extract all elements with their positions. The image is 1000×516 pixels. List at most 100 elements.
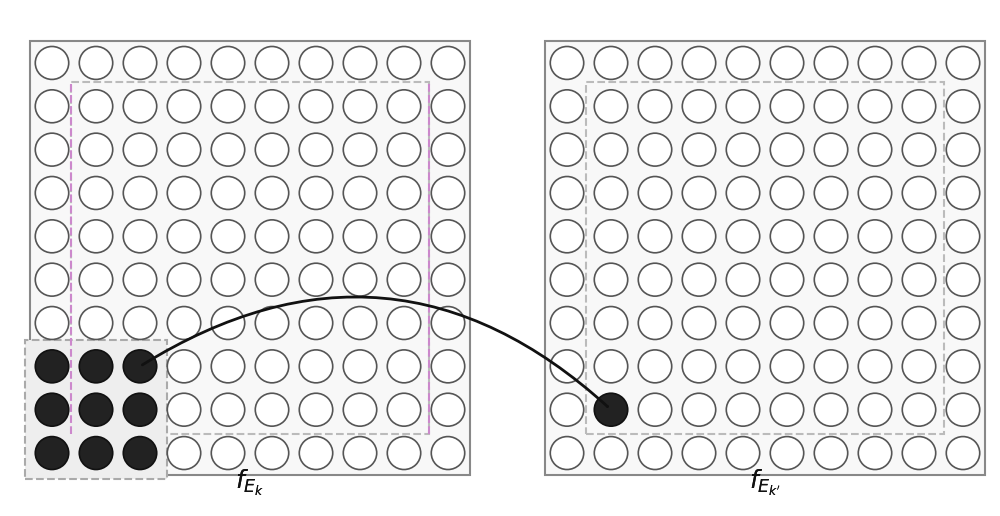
Ellipse shape xyxy=(902,133,936,166)
Ellipse shape xyxy=(387,133,421,166)
Ellipse shape xyxy=(431,350,465,383)
Ellipse shape xyxy=(770,90,804,123)
Bar xyxy=(545,41,985,475)
Ellipse shape xyxy=(299,263,333,296)
Ellipse shape xyxy=(814,133,848,166)
Ellipse shape xyxy=(770,350,804,383)
Ellipse shape xyxy=(594,307,628,340)
Ellipse shape xyxy=(770,220,804,253)
Ellipse shape xyxy=(858,133,892,166)
Ellipse shape xyxy=(343,263,377,296)
Ellipse shape xyxy=(902,176,936,209)
Ellipse shape xyxy=(814,350,848,383)
Ellipse shape xyxy=(770,307,804,340)
Ellipse shape xyxy=(814,393,848,426)
Ellipse shape xyxy=(387,307,421,340)
Ellipse shape xyxy=(255,90,289,123)
Ellipse shape xyxy=(858,220,892,253)
Ellipse shape xyxy=(726,90,760,123)
Ellipse shape xyxy=(902,263,936,296)
Ellipse shape xyxy=(814,46,848,79)
Ellipse shape xyxy=(299,90,333,123)
Ellipse shape xyxy=(211,307,245,340)
Ellipse shape xyxy=(387,46,421,79)
Ellipse shape xyxy=(638,176,672,209)
Ellipse shape xyxy=(299,307,333,340)
Ellipse shape xyxy=(387,350,421,383)
Ellipse shape xyxy=(858,46,892,79)
Ellipse shape xyxy=(814,90,848,123)
Ellipse shape xyxy=(343,176,377,209)
Ellipse shape xyxy=(387,263,421,296)
Text: $f_{E_k}$: $f_{E_k}$ xyxy=(235,468,265,498)
Ellipse shape xyxy=(123,176,157,209)
Ellipse shape xyxy=(550,307,584,340)
Ellipse shape xyxy=(550,220,584,253)
Ellipse shape xyxy=(167,90,201,123)
Ellipse shape xyxy=(858,90,892,123)
Ellipse shape xyxy=(387,176,421,209)
Ellipse shape xyxy=(211,133,245,166)
Ellipse shape xyxy=(79,307,113,340)
Ellipse shape xyxy=(638,90,672,123)
Ellipse shape xyxy=(431,46,465,79)
Ellipse shape xyxy=(299,176,333,209)
Ellipse shape xyxy=(946,90,980,123)
Ellipse shape xyxy=(682,437,716,470)
Ellipse shape xyxy=(299,393,333,426)
Ellipse shape xyxy=(211,263,245,296)
Ellipse shape xyxy=(79,46,113,79)
Ellipse shape xyxy=(35,133,69,166)
Ellipse shape xyxy=(387,90,421,123)
Ellipse shape xyxy=(431,307,465,340)
Ellipse shape xyxy=(167,46,201,79)
Ellipse shape xyxy=(946,350,980,383)
Ellipse shape xyxy=(79,90,113,123)
Ellipse shape xyxy=(858,437,892,470)
Ellipse shape xyxy=(123,350,157,383)
Ellipse shape xyxy=(726,393,760,426)
Ellipse shape xyxy=(946,133,980,166)
Ellipse shape xyxy=(431,133,465,166)
Ellipse shape xyxy=(682,393,716,426)
Ellipse shape xyxy=(858,307,892,340)
Ellipse shape xyxy=(770,176,804,209)
Ellipse shape xyxy=(167,307,201,340)
Ellipse shape xyxy=(79,263,113,296)
Ellipse shape xyxy=(211,437,245,470)
Ellipse shape xyxy=(770,393,804,426)
Bar xyxy=(586,82,944,434)
Ellipse shape xyxy=(211,90,245,123)
Ellipse shape xyxy=(35,220,69,253)
Ellipse shape xyxy=(211,350,245,383)
Ellipse shape xyxy=(123,90,157,123)
Ellipse shape xyxy=(550,393,584,426)
Ellipse shape xyxy=(726,46,760,79)
Ellipse shape xyxy=(594,263,628,296)
Ellipse shape xyxy=(814,220,848,253)
Ellipse shape xyxy=(594,437,628,470)
Ellipse shape xyxy=(726,220,760,253)
Ellipse shape xyxy=(682,220,716,253)
Ellipse shape xyxy=(682,46,716,79)
Ellipse shape xyxy=(343,133,377,166)
Ellipse shape xyxy=(770,263,804,296)
Ellipse shape xyxy=(550,263,584,296)
Ellipse shape xyxy=(35,393,69,426)
Ellipse shape xyxy=(858,393,892,426)
Ellipse shape xyxy=(770,133,804,166)
Ellipse shape xyxy=(255,176,289,209)
Bar xyxy=(71,82,429,434)
Ellipse shape xyxy=(726,307,760,340)
Ellipse shape xyxy=(343,90,377,123)
Ellipse shape xyxy=(35,307,69,340)
Ellipse shape xyxy=(255,350,289,383)
Ellipse shape xyxy=(431,393,465,426)
Ellipse shape xyxy=(858,350,892,383)
Ellipse shape xyxy=(167,176,201,209)
Bar xyxy=(30,41,470,475)
Ellipse shape xyxy=(79,220,113,253)
Ellipse shape xyxy=(343,437,377,470)
Ellipse shape xyxy=(946,263,980,296)
Ellipse shape xyxy=(594,350,628,383)
